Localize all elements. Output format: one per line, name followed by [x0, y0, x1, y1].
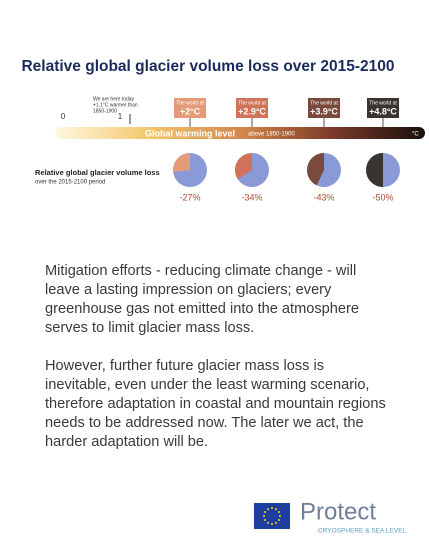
tick-label: 1 [118, 112, 123, 121]
marker-box [308, 98, 340, 118]
unit: °C [412, 132, 419, 138]
eu-star [264, 519, 267, 521]
today-note: 1850-1900 [93, 108, 117, 114]
logo: Protect CRYOSPHERE & SEA LEVEL [254, 498, 406, 535]
warming-bar [55, 127, 425, 139]
marker-box [174, 98, 206, 118]
text-block: Mitigation efforts - reducing climate ch… [45, 262, 390, 471]
logo-tagline: CRYOSPHERE & SEA LEVEL [318, 528, 406, 535]
pie-loss [307, 153, 324, 186]
loss-label: -50% [372, 192, 393, 202]
eu-star [271, 507, 273, 509]
eu-star [277, 519, 280, 521]
eu-star [279, 515, 281, 517]
bar-sublabel: above 1850-1900 [248, 132, 295, 138]
marker-caption: The world at [369, 100, 397, 106]
eu-star [267, 508, 269, 511]
marker-caption: The world at [238, 100, 266, 106]
loss-label: -43% [313, 192, 334, 202]
eu-star [271, 523, 273, 525]
eu-stars [263, 507, 281, 525]
marker-temp: +2.9°C [238, 106, 266, 116]
paragraph: However, further future glacier mass los… [45, 358, 386, 450]
today-note: +1.1°C warmer than [93, 102, 138, 108]
marker-temp: +2°C [180, 106, 201, 116]
logo-name: Protect [300, 498, 376, 525]
marker-temp: +3.9°C [310, 106, 338, 116]
infographic: Relative global glacier volume loss over… [21, 58, 425, 202]
paragraph: Mitigation efforts - reducing climate ch… [45, 263, 359, 336]
eu-star [275, 521, 277, 524]
loss-label: -34% [241, 192, 262, 202]
pie-loss [234, 153, 252, 180]
eu-star [267, 521, 269, 524]
eu-star [263, 515, 265, 517]
pie-loss [366, 153, 383, 187]
marker-box [236, 98, 268, 118]
pie-sublabel: over the 2015-2100 period [35, 180, 105, 186]
marker-caption: The world at [176, 100, 204, 106]
eu-star [264, 511, 267, 513]
marker-box [367, 98, 399, 118]
bar-label: Global warming level [145, 128, 235, 138]
eu-star [277, 511, 280, 513]
marker-temp: +4.8°C [369, 106, 397, 116]
today-note: We are here today [93, 96, 135, 102]
eu-flag [254, 503, 290, 529]
tick-label: 0 [61, 112, 66, 121]
marker-caption: The world at [310, 100, 338, 106]
loss-label: -27% [179, 192, 200, 202]
pie-label: Relative global glacier volume loss [35, 168, 160, 177]
title: Relative global glacier volume loss over… [21, 58, 394, 75]
eu-star [275, 508, 277, 511]
pie-loss [173, 153, 190, 173]
